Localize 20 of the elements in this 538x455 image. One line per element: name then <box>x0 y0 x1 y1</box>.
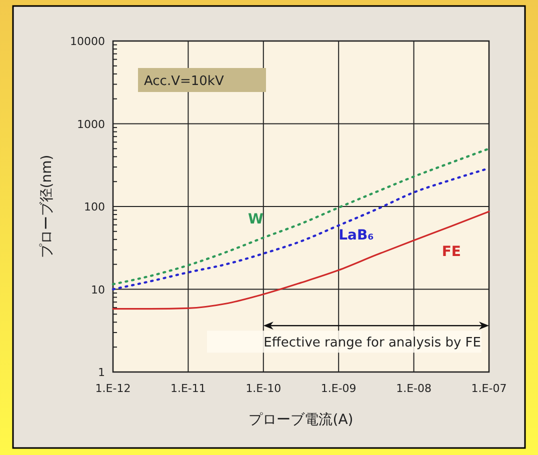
annotation: Effective range for analysis by FE <box>264 336 481 351</box>
y-tick-label: 1 <box>98 366 105 379</box>
annotation: Acc.V=10kV <box>144 74 224 89</box>
y-tick-label: 10 <box>91 283 105 296</box>
series-label: W <box>248 212 264 228</box>
x-tick-label: 1.E-10 <box>246 382 282 395</box>
x-tick-label: 1.E-11 <box>170 382 206 395</box>
series-label: FE <box>442 244 461 260</box>
x-axis-title: プローブ電流(A) <box>248 412 354 428</box>
x-tick-label: 1.E-07 <box>471 382 507 395</box>
y-tick-label: 100 <box>84 200 105 214</box>
x-tick-label: 1.E-08 <box>396 382 432 395</box>
series-label: LaB₆ <box>338 227 374 244</box>
y-axis-title: プローブ径(nm) <box>39 154 55 258</box>
y-tick-label: 1000 <box>77 118 105 131</box>
y-tick-label: 10000 <box>70 35 105 48</box>
line-series <box>112 210 490 310</box>
x-tick-label: 1.E-09 <box>320 382 356 395</box>
line-series <box>112 148 490 286</box>
x-tick-label: 1.E-12 <box>95 382 131 395</box>
